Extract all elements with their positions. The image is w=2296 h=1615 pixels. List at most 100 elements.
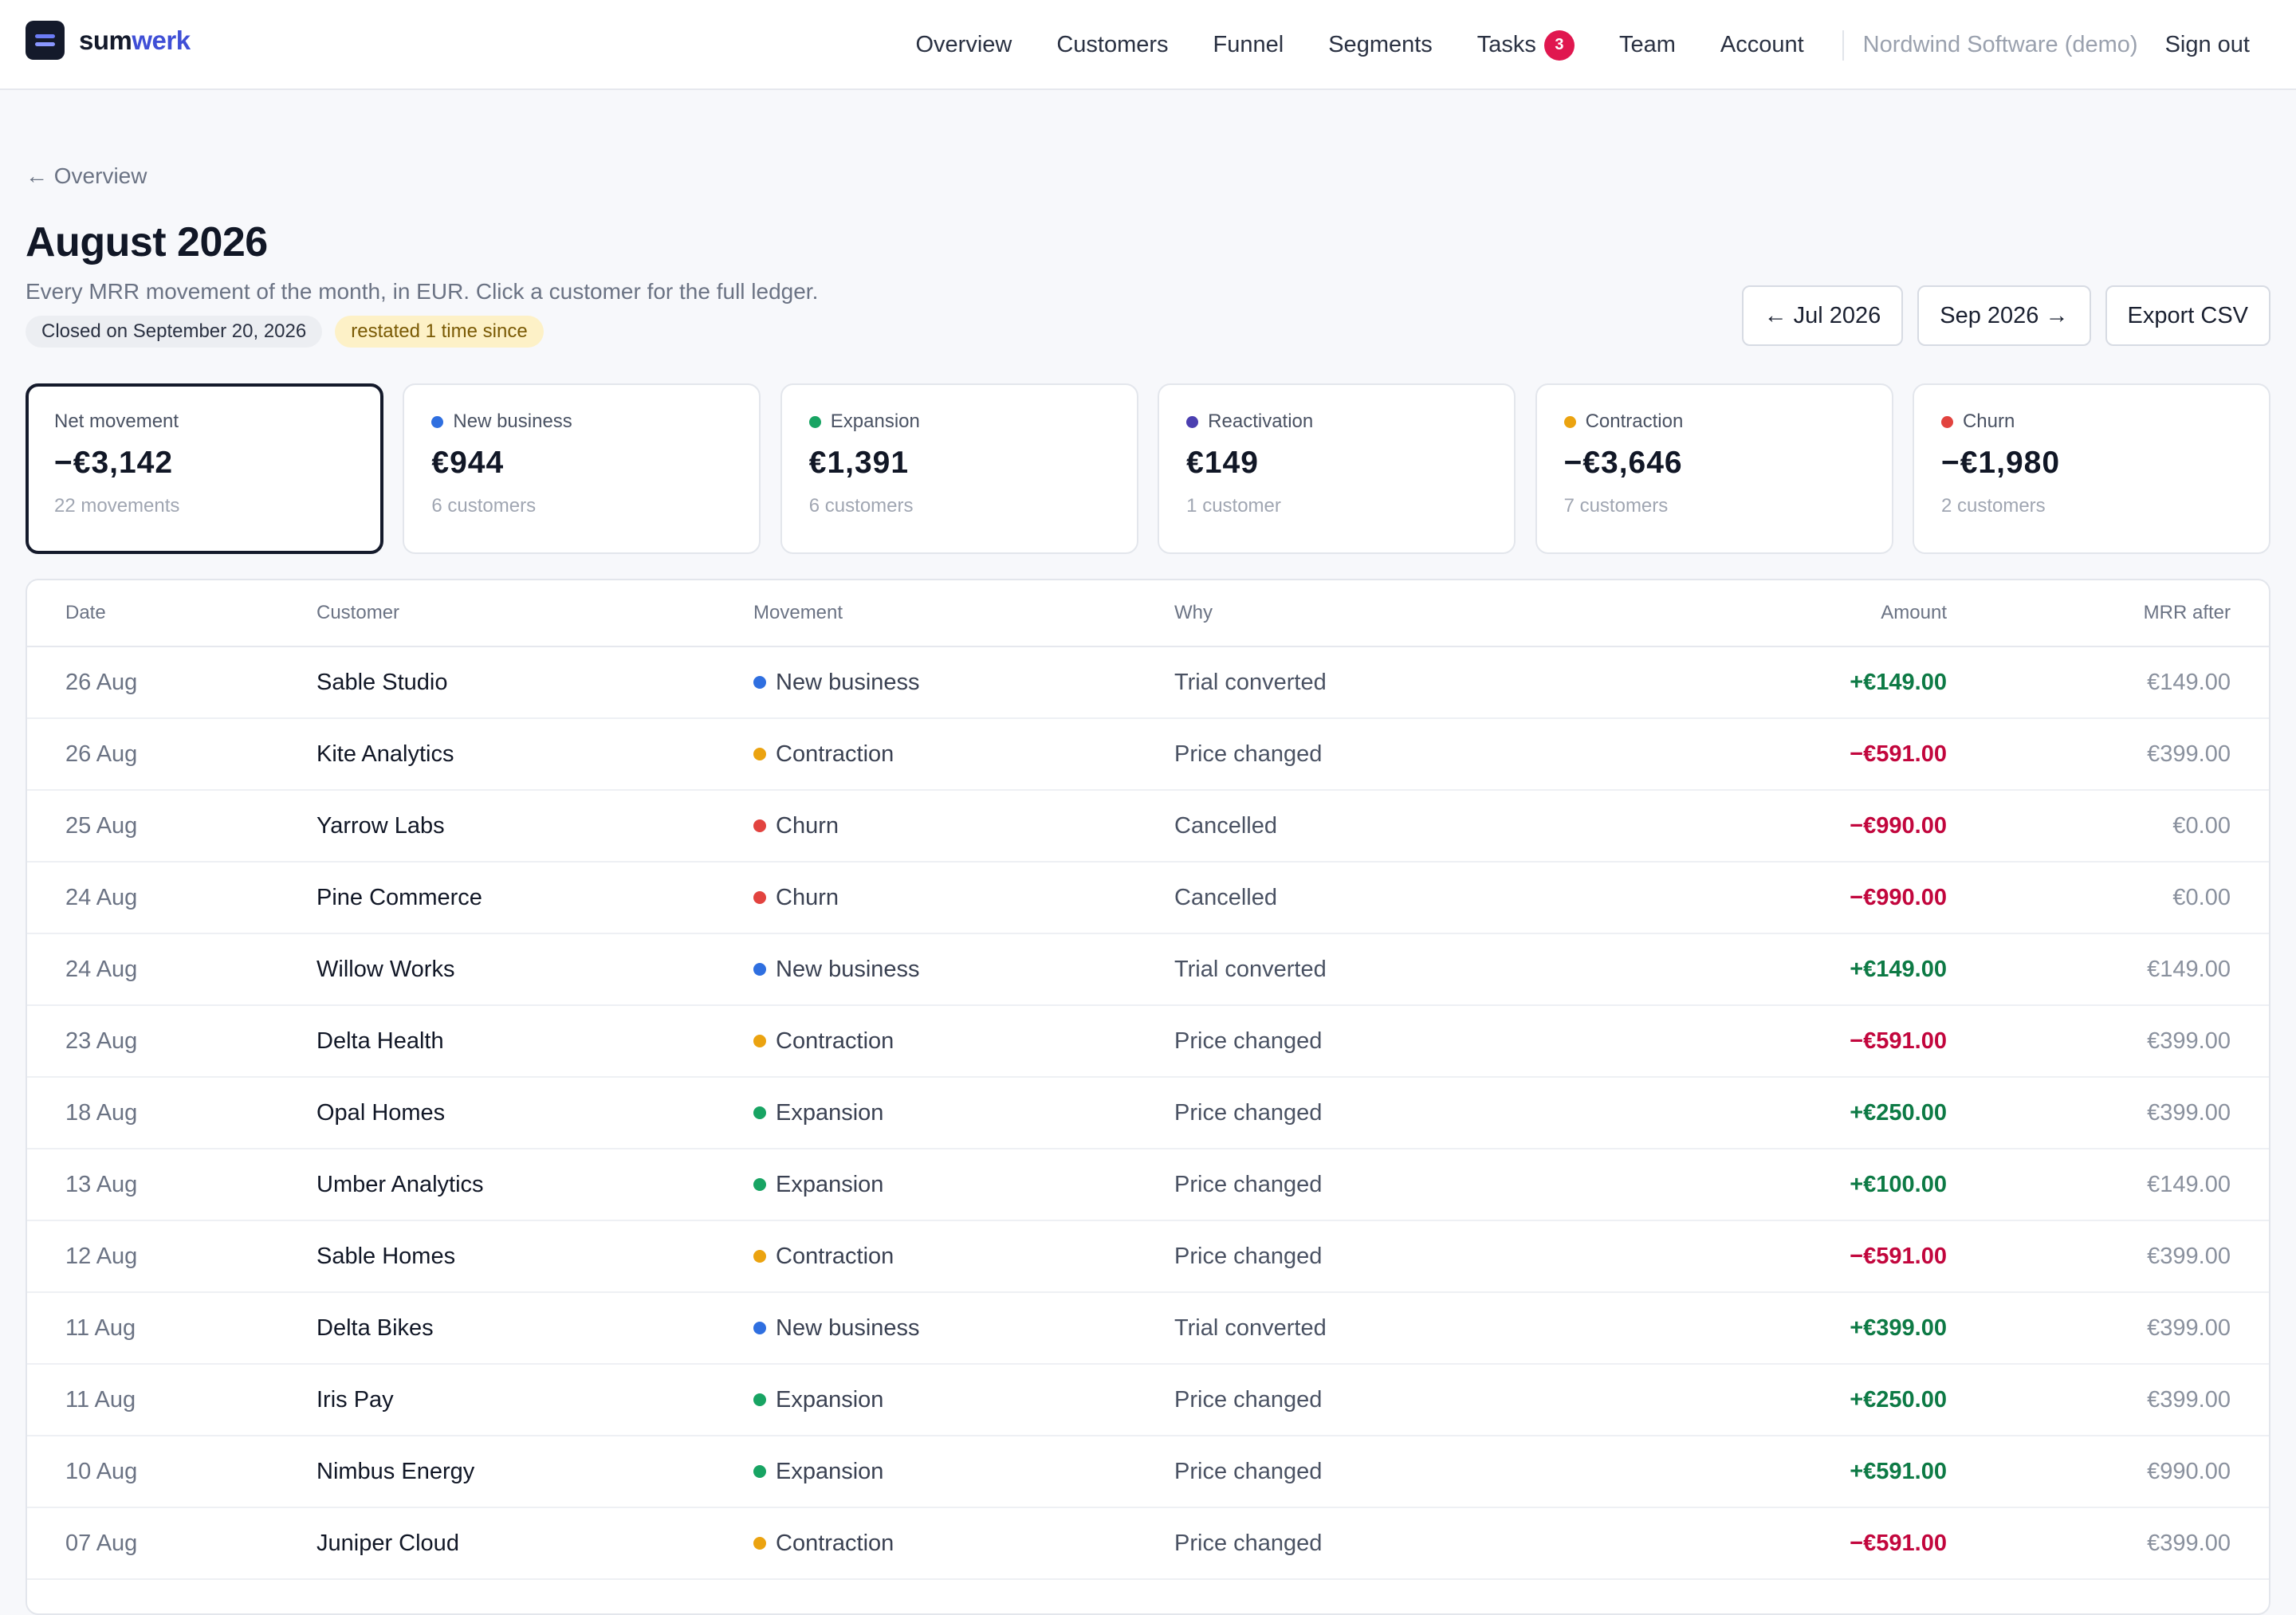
row-why: Price changed xyxy=(1174,1171,1323,1197)
row-movement: Expansion xyxy=(753,1365,883,1435)
summary-card-churn[interactable]: Churn −€1,980 2 customers xyxy=(1912,383,2270,554)
row-movement: New business xyxy=(753,934,920,1004)
row-movement-label: Expansion xyxy=(776,1458,884,1484)
table-row[interactable]: 25 Aug Yarrow Labs Churn Cancelled −€990.00 €… xyxy=(27,791,2269,863)
row-movement-label: New business xyxy=(776,956,920,982)
column-header-why[interactable]: Why xyxy=(1174,602,1213,623)
row-amount: +€250.00 xyxy=(1850,1386,1947,1413)
logo-icon xyxy=(26,21,65,60)
brand-logo[interactable]: sumwerk xyxy=(26,21,191,60)
row-customer-link[interactable]: Sable Homes xyxy=(316,1243,456,1269)
table-row[interactable]: 11 Aug Iris Pay Expansion Price changed +€25… xyxy=(27,1365,2269,1436)
row-movement: Expansion xyxy=(753,1436,883,1507)
nav-item-account[interactable]: Account xyxy=(1720,32,1804,57)
nav-item-customers[interactable]: Customers xyxy=(1056,32,1169,57)
table-row[interactable]: 24 Aug Pine Commerce Churn Cancelled −€990.0… xyxy=(27,863,2269,934)
row-customer-link[interactable]: Juniper Cloud xyxy=(316,1530,459,1556)
row-movement: Contraction xyxy=(753,1508,894,1578)
row-date: 23 Aug xyxy=(65,1028,138,1054)
row-customer-link[interactable]: Nimbus Energy xyxy=(316,1458,475,1484)
summary-card-label-text: Net movement xyxy=(54,411,179,432)
table-row[interactable]: 12 Aug Sable Homes Contraction Price change… xyxy=(27,1221,2269,1293)
column-header-movement[interactable]: Movement xyxy=(753,602,843,623)
main-nav: Overview Customers Funnel Segments Tasks… xyxy=(915,0,2296,90)
nav-item-funnel[interactable]: Funnel xyxy=(1213,32,1284,57)
row-customer-link[interactable]: Umber Analytics xyxy=(316,1171,484,1197)
legend-dot-icon xyxy=(431,415,444,428)
row-customer-link[interactable]: Pine Commerce xyxy=(316,884,482,910)
movement-dot-icon xyxy=(753,1322,766,1334)
previous-month-button[interactable]: ← Jul 2026 xyxy=(1741,285,1904,346)
row-movement-label: Contraction xyxy=(776,741,894,767)
nav-item-overview[interactable]: Overview xyxy=(915,32,1012,57)
row-mrr-after: €399.00 xyxy=(2147,1028,2231,1054)
status-pills: Closed on September 20, 2026 restated 1 … xyxy=(26,316,544,348)
column-header-amount[interactable]: Amount xyxy=(1881,602,1947,623)
row-movement: New business xyxy=(753,647,920,717)
back-to-overview-link[interactable]: ← Overview xyxy=(26,163,147,188)
summary-card-expansion[interactable]: Expansion €1,391 6 customers xyxy=(780,383,1138,554)
row-mrr-after: €149.00 xyxy=(2147,956,2231,982)
table-row[interactable]: 07 Aug Juniper Cloud Contraction Price chan… xyxy=(27,1508,2269,1580)
header-actions: ← Jul 2026 Sep 2026 → Export CSV xyxy=(1728,285,2270,346)
summary-card-contraction[interactable]: Contraction −€3,646 7 customers xyxy=(1535,383,1893,554)
brand-name: sumwerk xyxy=(79,26,191,56)
nav-item-team[interactable]: Team xyxy=(1618,32,1676,57)
column-header-date[interactable]: Date xyxy=(65,602,106,623)
table-row[interactable]: 24 Aug Willow Works New business Trial conv… xyxy=(27,934,2269,1006)
row-customer-link[interactable]: Delta Bikes xyxy=(316,1314,434,1341)
row-date: 12 Aug xyxy=(65,1243,138,1269)
row-customer-link[interactable]: Delta Health xyxy=(316,1028,444,1054)
movement-dot-icon xyxy=(753,891,766,904)
next-month-button[interactable]: Sep 2026 → xyxy=(1917,285,2091,346)
row-mrr-after: €990.00 xyxy=(2147,1458,2231,1484)
summary-card-label: Reactivation xyxy=(1186,411,1487,433)
nav-item-segments[interactable]: Segments xyxy=(1328,32,1433,57)
summary-card-new-business[interactable]: New business €944 6 customers xyxy=(403,383,761,554)
row-amount: +€149.00 xyxy=(1850,669,1947,695)
summary-card-count: 6 customers xyxy=(808,495,914,517)
row-customer-link[interactable]: Willow Works xyxy=(316,956,455,982)
table-row[interactable]: 10 Aug Nimbus Energy Expansion Price change… xyxy=(27,1436,2269,1508)
row-amount: −€990.00 xyxy=(1850,812,1947,839)
row-customer-link[interactable]: Opal Homes xyxy=(316,1099,446,1126)
column-header-customer[interactable]: Customer xyxy=(316,602,400,623)
row-customer-link[interactable]: Sable Studio xyxy=(316,669,448,695)
row-customer-link[interactable]: Yarrow Labs xyxy=(316,812,445,839)
nav-divider xyxy=(1842,29,1844,61)
table-row[interactable]: 26 Aug Sable Studio New business Trial conv… xyxy=(27,647,2269,719)
table-row[interactable]: 18 Aug Opal Homes Expansion Price changed +€… xyxy=(27,1078,2269,1149)
summary-card-label-text: Expansion xyxy=(830,411,920,432)
row-amount: −€591.00 xyxy=(1850,1530,1947,1556)
row-movement-label: Expansion xyxy=(776,1386,884,1413)
summary-card-label-text: Churn xyxy=(1962,411,2015,432)
movement-dot-icon xyxy=(753,1250,766,1263)
table-row[interactable]: 23 Aug Delta Health Contraction Price chang… xyxy=(27,1006,2269,1078)
row-mrr-after: €399.00 xyxy=(2147,1099,2231,1126)
table-row[interactable]: 13 Aug Umber Analytics Expansion Price chan… xyxy=(27,1149,2269,1221)
summary-card-net-movement[interactable]: Net movement −€3,142 22 movements xyxy=(26,383,383,554)
sign-out-link[interactable]: Sign out xyxy=(2164,32,2250,57)
row-movement: Expansion xyxy=(753,1149,883,1220)
restated-badge[interactable]: restated 1 time since xyxy=(335,316,544,348)
nav-item-tasks[interactable]: Tasks 3 xyxy=(1477,29,1575,61)
row-amount: +€149.00 xyxy=(1850,956,1947,982)
movements-table: Date Customer Movement Why Amount MRR af… xyxy=(26,579,2270,1615)
row-why: Price changed xyxy=(1174,1386,1323,1413)
summary-card-reactivation[interactable]: Reactivation €149 1 customer xyxy=(1158,383,1516,554)
table-row[interactable]: 11 Aug Delta Bikes New business Trial conve… xyxy=(27,1293,2269,1365)
row-mrr-after: €399.00 xyxy=(2147,1386,2231,1413)
row-why: Trial converted xyxy=(1174,669,1327,695)
row-amount: +€591.00 xyxy=(1850,1458,1947,1484)
movement-dot-icon xyxy=(753,819,766,832)
row-movement-label: Churn xyxy=(776,884,839,910)
row-why: Price changed xyxy=(1174,1028,1323,1054)
row-mrr-after: €149.00 xyxy=(2147,1171,2231,1197)
row-customer-link[interactable]: Kite Analytics xyxy=(316,741,454,767)
column-header-mrr-after[interactable]: MRR after xyxy=(2143,602,2231,623)
summary-card-label: New business xyxy=(431,411,732,433)
export-csv-button[interactable]: Export CSV xyxy=(2105,285,2270,346)
row-customer-link[interactable]: Iris Pay xyxy=(316,1386,394,1413)
row-mrr-after: €149.00 xyxy=(2147,669,2231,695)
table-row[interactable]: 26 Aug Kite Analytics Contraction Price cha… xyxy=(27,719,2269,791)
